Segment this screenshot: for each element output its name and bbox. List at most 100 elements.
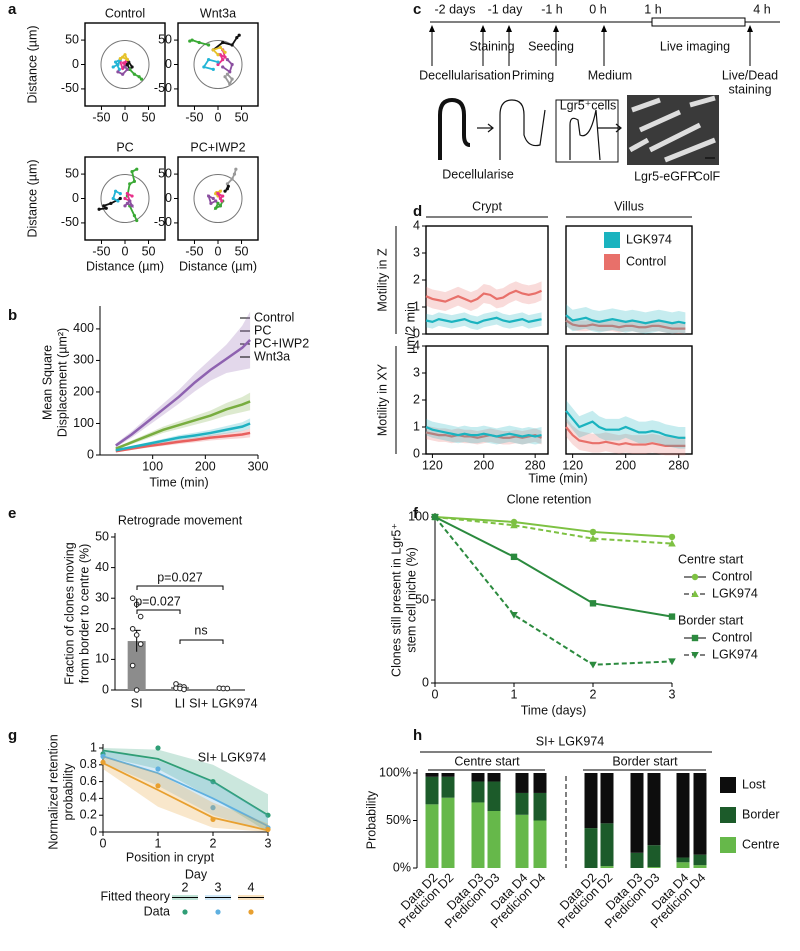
- track-point: [211, 48, 215, 52]
- track-point: [223, 50, 227, 54]
- y-tick-label: -50: [61, 81, 79, 95]
- x-tick-label: 120: [562, 458, 583, 472]
- panel-label: a: [8, 1, 17, 18]
- confidence-band: [426, 425, 542, 445]
- y-tick-label: 0: [72, 191, 79, 205]
- data-line: [434, 516, 673, 538]
- y-tick-label: 30: [95, 590, 109, 604]
- data-point: [210, 805, 216, 811]
- legend-swatch: [720, 777, 736, 793]
- track-point: [113, 189, 118, 193]
- y-tick-label: 40: [95, 560, 109, 574]
- track-point: [125, 192, 129, 196]
- track-point: [125, 62, 129, 67]
- data-point: [129, 626, 136, 632]
- group-title: Centre start: [454, 754, 520, 768]
- track-point: [130, 65, 134, 69]
- plot-frame: [177, 156, 259, 241]
- legend-label: Fitted theory: [101, 889, 171, 903]
- y-tick-label: 0.8: [80, 757, 97, 771]
- track-point: [218, 204, 222, 208]
- track-point: [128, 67, 132, 71]
- y-tick-label: 10: [95, 652, 109, 666]
- data-line: [434, 516, 673, 618]
- track-point: [211, 196, 215, 201]
- track-point: [235, 36, 239, 40]
- confidence-band: [103, 756, 268, 832]
- marker: [668, 658, 676, 666]
- chart-title: SI+ LGK974: [536, 734, 604, 748]
- column-title: Villus: [614, 199, 644, 213]
- legend-marker: [215, 909, 221, 915]
- legend-marker: [691, 652, 699, 659]
- y-tick-label: 50: [65, 166, 79, 180]
- arrow-head: [487, 123, 494, 133]
- y-axis-label: Distance (µm): [25, 159, 39, 237]
- data-point: [137, 641, 144, 647]
- legend-label: Data: [144, 904, 170, 918]
- track-point: [223, 189, 227, 193]
- chart-title: SI+ LGK974: [198, 750, 266, 764]
- bar-segment: [471, 802, 485, 868]
- annotation: p=0.027: [135, 594, 181, 608]
- data-line: [115, 422, 251, 452]
- y-tick-label: 50: [95, 529, 109, 543]
- y-tick-label: 0: [413, 446, 420, 460]
- bar-segment: [647, 773, 661, 846]
- x-tick-label: 120: [422, 458, 443, 472]
- y-tick-label: -50: [61, 215, 79, 229]
- track-point: [225, 58, 230, 62]
- data-line: [102, 762, 269, 832]
- event-label: Staining: [469, 39, 514, 53]
- y-tick-label: 50: [415, 592, 429, 606]
- bar-segment: [600, 823, 614, 867]
- track-point: [132, 179, 137, 184]
- legend-marker: [691, 590, 699, 597]
- bar-segment: [584, 828, 598, 868]
- track-point: [130, 170, 134, 174]
- bar-segment: [533, 792, 547, 821]
- bar-segment: [600, 773, 614, 824]
- track-point: [226, 184, 230, 188]
- bar-segment: [676, 773, 690, 858]
- track-point: [123, 196, 127, 201]
- y-tick-label: 400: [73, 321, 94, 335]
- track-point: [197, 40, 201, 45]
- x-axis-label: Distance (µm): [179, 259, 257, 273]
- imaging-window: [651, 17, 746, 27]
- panel-label: b: [8, 307, 17, 324]
- y-tick-label: 1: [90, 740, 97, 754]
- track-point: [220, 199, 224, 203]
- marker: [589, 661, 597, 669]
- track-point: [113, 60, 118, 64]
- group-title: Border start: [612, 754, 678, 768]
- data-line: [565, 319, 686, 330]
- x-tick-label: SI: [131, 696, 143, 710]
- track-point: [121, 72, 125, 76]
- legend-label: 4: [248, 880, 255, 894]
- y-tick-label: -50: [154, 81, 172, 95]
- data-point: [100, 753, 106, 760]
- legend-marker: [691, 634, 699, 642]
- y-axis-unit: µm/2 min: [403, 302, 417, 354]
- y-tick-label: 200: [73, 384, 94, 398]
- track-point: [109, 201, 113, 205]
- marker: [589, 600, 597, 607]
- y-tick-label: 20: [95, 621, 109, 635]
- time-label: -1 h: [541, 2, 563, 16]
- track-point: [237, 33, 241, 37]
- track: [224, 73, 234, 86]
- track: [226, 168, 237, 185]
- legend-label: PC: [254, 323, 271, 337]
- track-point: [123, 204, 127, 208]
- y-tick-label: 0: [165, 191, 172, 205]
- track-point: [216, 192, 220, 196]
- bar-segment: [515, 792, 529, 815]
- arrow-head: [553, 25, 559, 32]
- track-point: [221, 58, 225, 62]
- track-point: [225, 182, 230, 186]
- x-tick-label: 50: [142, 110, 156, 124]
- track-point: [223, 75, 227, 79]
- data-line: [425, 431, 543, 439]
- track-point: [118, 192, 122, 196]
